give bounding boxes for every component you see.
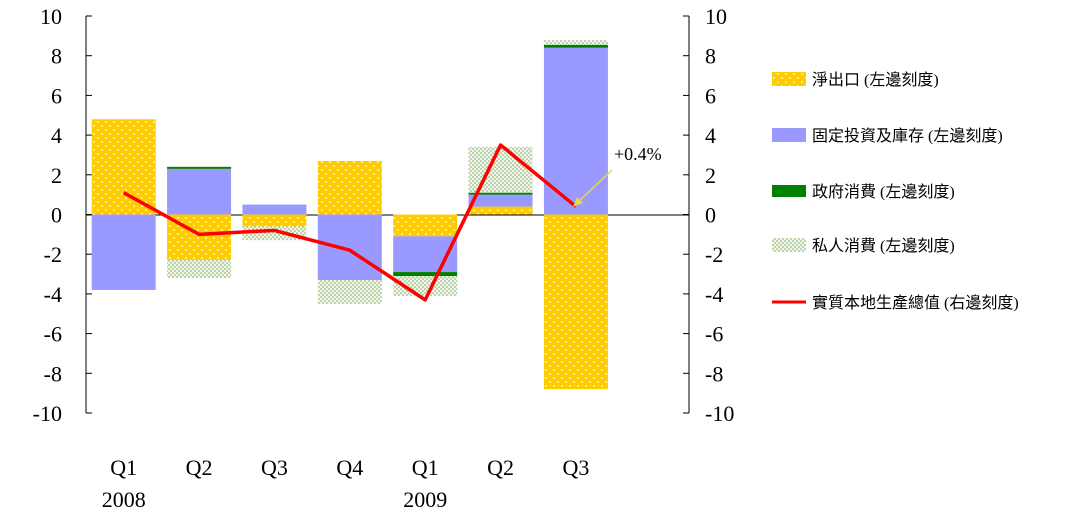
bar-net-exports bbox=[468, 206, 533, 215]
year-label: 2009 bbox=[403, 487, 447, 512]
bar-private bbox=[167, 260, 232, 279]
left-tick-label: -8 bbox=[44, 361, 62, 386]
bar-private bbox=[468, 147, 533, 193]
right-tick-label: 8 bbox=[705, 44, 716, 69]
right-tick-label: 6 bbox=[705, 83, 716, 108]
category-label: Q3 bbox=[562, 455, 589, 480]
left-tick-label: 0 bbox=[51, 203, 62, 228]
legend-item-government: 政府消費 (左邊刻度) bbox=[772, 183, 955, 201]
left-tick-label: 8 bbox=[51, 44, 62, 69]
bar-investment bbox=[242, 204, 307, 215]
left-tick-label: 10 bbox=[40, 4, 62, 29]
legend-item-private: 私人消費 (左邊刻度) bbox=[772, 237, 955, 255]
bar-government bbox=[468, 192, 533, 195]
legend-label-government: 政府消費 (左邊刻度) bbox=[812, 183, 955, 201]
legend-label-gdp: 實質本地生產總值 (右邊刻度) bbox=[812, 293, 1019, 312]
right-tick-label: -6 bbox=[705, 322, 723, 347]
bar-investment bbox=[317, 214, 382, 281]
category-label: Q3 bbox=[261, 455, 288, 480]
category-label: Q2 bbox=[487, 455, 514, 480]
bar-investment bbox=[468, 194, 533, 207]
legend-swatch-private bbox=[772, 238, 806, 252]
bar-net-exports bbox=[91, 119, 156, 215]
legend-swatch-investment bbox=[772, 128, 806, 142]
left-tick-label: -6 bbox=[44, 322, 62, 347]
category-label: Q2 bbox=[186, 455, 213, 480]
bar-government bbox=[393, 272, 458, 277]
left-tick-label: -10 bbox=[33, 401, 62, 426]
bar-investment bbox=[543, 47, 608, 215]
annotation: +0.4% bbox=[573, 144, 662, 207]
legend-item-net-exports: 淨出口 (左邊刻度) bbox=[772, 71, 939, 89]
annotation-label: +0.4% bbox=[614, 144, 662, 164]
left-tick-label: 4 bbox=[51, 123, 62, 148]
legend-label-private: 私人消費 (左邊刻度) bbox=[812, 237, 955, 255]
axes: 10 8 6 4 2 0 -2 -4 -6 -8 -10 10 8 6 4 2 0 -2 -4 -6 -8 -10 bbox=[33, 4, 735, 426]
bar-net-exports bbox=[543, 214, 608, 390]
right-tick-label: 2 bbox=[705, 163, 716, 188]
bar-private bbox=[242, 226, 307, 241]
right-tick-label: -10 bbox=[705, 401, 734, 426]
bar-private bbox=[317, 280, 382, 304]
bar-net-exports bbox=[317, 160, 382, 215]
left-tick-label: 2 bbox=[51, 163, 62, 188]
legend-swatch-government bbox=[772, 185, 806, 197]
category-label: Q1 bbox=[412, 455, 439, 480]
right-tick-label: 0 bbox=[705, 203, 716, 228]
left-tick-label: -2 bbox=[44, 242, 62, 267]
legend-swatch-net-exports bbox=[772, 72, 806, 86]
bar-investment bbox=[167, 168, 232, 215]
legend-item-investment: 固定投資及庫存 (左邊刻度) bbox=[772, 127, 1003, 145]
left-tick-label: 6 bbox=[51, 83, 62, 108]
left-tick-label: -4 bbox=[44, 282, 62, 307]
legend-label-investment: 固定投資及庫存 (左邊刻度) bbox=[812, 127, 1003, 145]
bar-series bbox=[91, 39, 608, 390]
bar-government bbox=[167, 166, 232, 169]
annotation-arrowhead-icon bbox=[573, 197, 583, 207]
gdp-line-series bbox=[122, 143, 578, 302]
right-tick-label: 4 bbox=[705, 123, 716, 148]
right-tick-label: -2 bbox=[705, 242, 723, 267]
category-label: Q4 bbox=[336, 455, 363, 480]
right-tick-label: -8 bbox=[705, 361, 723, 386]
legend-item-gdp: 實質本地生產總值 (右邊刻度) bbox=[772, 293, 1019, 312]
right-tick-label: -4 bbox=[705, 282, 723, 307]
year-label: 2008 bbox=[102, 487, 146, 512]
bar-private bbox=[543, 39, 608, 45]
category-label: Q1 bbox=[110, 455, 137, 480]
bar-investment bbox=[91, 214, 156, 290]
annotation-arrow bbox=[575, 169, 613, 205]
bar-net-exports bbox=[242, 214, 307, 227]
bar-government bbox=[543, 44, 608, 48]
legend: 淨出口 (左邊刻度) 固定投資及庫存 (左邊刻度) 政府消費 (左邊刻度) 私人… bbox=[772, 71, 1019, 312]
right-tick-label: 10 bbox=[705, 4, 727, 29]
bar-net-exports bbox=[393, 214, 458, 237]
legend-label-net-exports: 淨出口 (左邊刻度) bbox=[812, 71, 939, 89]
